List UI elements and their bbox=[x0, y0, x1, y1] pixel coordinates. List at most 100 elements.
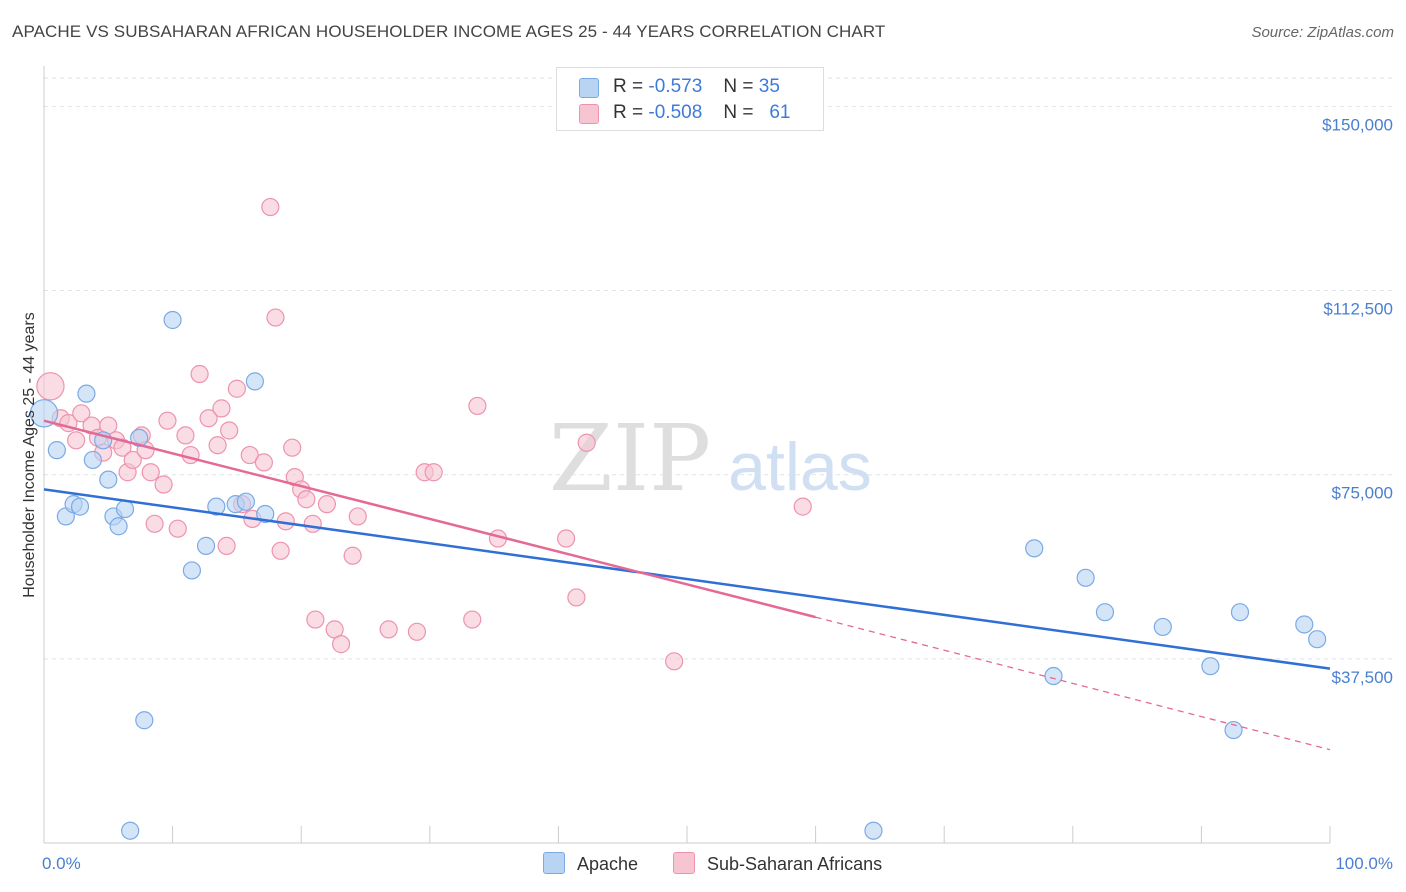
ssa-point-25 bbox=[212, 399, 231, 418]
ssa-point-17 bbox=[154, 475, 173, 494]
ssa-point-28 bbox=[227, 379, 246, 398]
apache-point-24 bbox=[1025, 539, 1044, 558]
legend-item-apache[interactable]: Apache bbox=[543, 852, 638, 875]
ssa-point-59 bbox=[793, 497, 812, 516]
apache-point-4 bbox=[70, 497, 90, 516]
apache-point-26 bbox=[1076, 568, 1095, 587]
watermark-zip: ZIP bbox=[549, 405, 711, 512]
ssa-point-55 bbox=[557, 529, 576, 548]
ssa-point-27 bbox=[220, 421, 239, 440]
apache-point-17 bbox=[196, 536, 216, 555]
ssa-point-26 bbox=[217, 536, 236, 555]
ssa-point-23 bbox=[199, 409, 218, 428]
y-axis-label: Householder Income Ages 25 - 44 years bbox=[21, 312, 38, 598]
apache-point-22 bbox=[256, 504, 275, 524]
apache-point-13 bbox=[135, 711, 154, 730]
n-value-apache: 35 bbox=[758, 76, 780, 97]
ssa-point-58 bbox=[665, 652, 684, 671]
ssa-trend-line-extension bbox=[815, 616, 1331, 751]
ssa-point-4 bbox=[72, 404, 91, 423]
trend-lines bbox=[43, 419, 1331, 751]
apache-legend-swatch bbox=[543, 852, 565, 874]
series-apache-points bbox=[29, 310, 1327, 840]
y-tick-label-1: $75,000 bbox=[1332, 484, 1393, 503]
apache-point-28 bbox=[1153, 617, 1172, 637]
apache-point-30 bbox=[1224, 720, 1243, 740]
apache-point-29 bbox=[1201, 657, 1220, 676]
y-tick-label-2: $112,500 bbox=[1323, 300, 1393, 319]
ssa-point-15 bbox=[141, 463, 160, 482]
ssa-point-46 bbox=[343, 546, 362, 565]
apache-point-27 bbox=[1095, 603, 1115, 622]
apache-point-8 bbox=[99, 470, 118, 489]
apache-point-15 bbox=[163, 310, 182, 330]
legend-row-ssa-text: R = -0.508 N = 61 bbox=[613, 102, 790, 124]
apache-point-21 bbox=[245, 372, 265, 391]
ssa-point-33 bbox=[261, 197, 280, 217]
ssa-swatch bbox=[579, 104, 599, 124]
apache-point-6 bbox=[83, 450, 102, 470]
ssa-point-0 bbox=[36, 372, 65, 401]
x-tick-label-min: 0.0% bbox=[42, 854, 81, 873]
apache-point-25 bbox=[1044, 666, 1063, 686]
r-value-ssa: -0.508 bbox=[648, 102, 703, 123]
apache-point-18 bbox=[207, 497, 226, 516]
n-label: N = bbox=[723, 102, 754, 123]
ssa-point-56 bbox=[567, 588, 586, 607]
x-tick-label-max: 100.0% bbox=[1335, 854, 1393, 873]
ssa-point-16 bbox=[145, 514, 164, 533]
series-legend: Apache Sub-Saharan Africans bbox=[0, 852, 1406, 878]
r-label: R = bbox=[613, 102, 644, 123]
legend-label-apache: Apache bbox=[577, 854, 639, 874]
ssa-point-45 bbox=[331, 635, 351, 654]
ssa-point-18 bbox=[158, 411, 177, 430]
r-value-apache: -0.573 bbox=[648, 76, 703, 97]
series-sub-saharan-points bbox=[36, 197, 812, 671]
y-tick-label-0: $37,500 bbox=[1332, 668, 1393, 687]
apache-point-12 bbox=[130, 428, 149, 447]
apache-point-23 bbox=[864, 821, 883, 840]
y-tick-label-3: $150,000 bbox=[1322, 115, 1393, 134]
ssa-point-21 bbox=[181, 445, 200, 465]
ssa-point-19 bbox=[168, 519, 187, 538]
apache-point-16 bbox=[182, 561, 201, 580]
ssa-point-43 bbox=[317, 495, 337, 514]
apache-point-20 bbox=[236, 492, 256, 511]
n-label: N = bbox=[723, 76, 754, 97]
watermark: ZIP atlas bbox=[549, 405, 872, 512]
ssa-point-10 bbox=[113, 438, 132, 457]
ssa-point-52 bbox=[463, 610, 482, 629]
apache-point-10 bbox=[109, 517, 128, 536]
n-value-ssa: 61 bbox=[769, 102, 791, 123]
ssa-point-12 bbox=[123, 450, 142, 470]
watermark-atlas: atlas bbox=[728, 429, 872, 505]
legend-label-ssa: Sub-Saharan Africans bbox=[707, 854, 883, 874]
apache-trend-line bbox=[43, 488, 1331, 670]
source-label: Source: ZipAtlas.com bbox=[1251, 24, 1394, 41]
axes bbox=[43, 66, 1331, 844]
ssa-point-20 bbox=[176, 426, 195, 445]
ssa-point-40 bbox=[297, 490, 316, 509]
apache-point-14 bbox=[121, 821, 140, 840]
ssa-point-57 bbox=[577, 433, 596, 452]
ssa-legend-swatch bbox=[673, 852, 695, 874]
ssa-point-22 bbox=[190, 364, 209, 384]
apache-point-1 bbox=[47, 441, 66, 460]
legend-row-apache-text: R = -0.573 N = 35 bbox=[613, 76, 780, 98]
ssa-point-30 bbox=[240, 445, 259, 465]
ssa-point-42 bbox=[306, 610, 325, 629]
ssa-point-48 bbox=[379, 620, 398, 639]
grid-lines bbox=[44, 77, 1394, 660]
ssa-point-3 bbox=[67, 431, 86, 450]
apache-point-0 bbox=[29, 399, 59, 428]
chart-title: APACHE VS SUBSAHARAN AFRICAN HOUSEHOLDER… bbox=[12, 22, 886, 41]
apache-point-31 bbox=[1230, 603, 1250, 622]
ssa-point-35 bbox=[271, 541, 290, 560]
ssa-point-51 bbox=[424, 463, 443, 482]
legend-item-ssa[interactable]: Sub-Saharan Africans bbox=[673, 852, 882, 875]
y-tick-labels: $37,500 $75,000 $112,500 $150,000 bbox=[1322, 115, 1393, 686]
ssa-point-47 bbox=[348, 507, 367, 526]
ssa-point-24 bbox=[208, 436, 227, 455]
ssa-trend-line bbox=[43, 419, 816, 619]
